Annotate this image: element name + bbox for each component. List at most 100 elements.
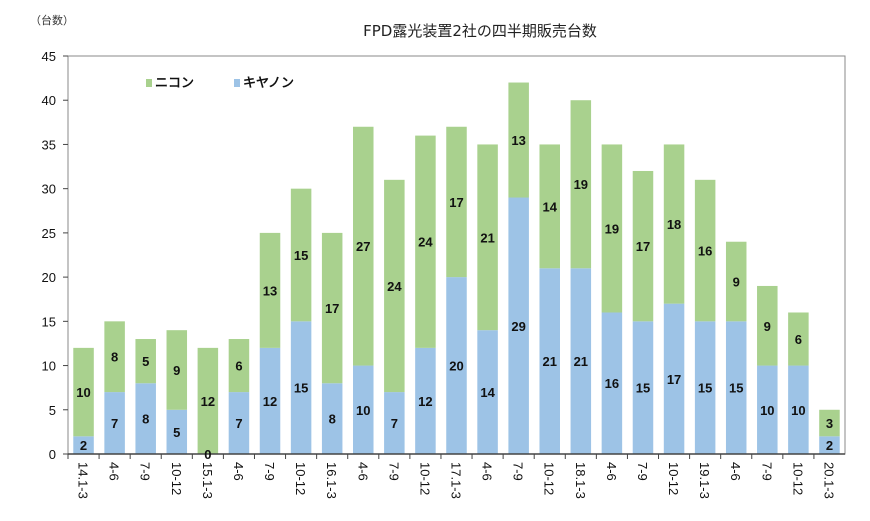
data-label-canon: 5	[173, 425, 180, 440]
data-label-canon: 15	[294, 381, 308, 396]
bar-segment-nikon	[477, 144, 498, 331]
data-label-nikon: 3	[826, 416, 833, 431]
data-label-canon: 15	[729, 381, 743, 396]
x-tick-label: 10-12	[790, 462, 805, 495]
data-label-canon: 21	[574, 354, 588, 369]
bar-segment-canon	[694, 321, 716, 454]
data-label-canon: 0	[204, 447, 211, 462]
data-label-nikon: 24	[418, 235, 433, 250]
x-tick-label: 7-9	[262, 462, 277, 481]
data-label-nikon: 27	[356, 239, 370, 254]
x-tick-label: 4-6	[231, 462, 246, 481]
x-tick-label: 4-6	[107, 462, 122, 481]
y-tick-label: 10	[42, 359, 56, 374]
bar-segment-canon	[757, 365, 778, 454]
bar-segment-nikon	[570, 100, 592, 269]
bar-segment-canon	[663, 303, 685, 454]
bar-segment-nikon	[788, 312, 809, 366]
bar-segment-nikon	[197, 347, 219, 454]
y-tick-label: 35	[42, 137, 56, 152]
bar-segment-canon	[384, 392, 405, 454]
bar-segment-canon	[601, 312, 623, 454]
x-tick-label: 7-9	[511, 462, 526, 481]
bar-segment-nikon	[757, 285, 778, 366]
bar-segment-nikon	[228, 339, 250, 393]
data-label-nikon: 17	[636, 239, 650, 254]
bar-segment-canon	[166, 409, 188, 454]
bar-segment-canon	[788, 365, 809, 454]
data-label-nikon: 12	[201, 394, 215, 409]
bar-segment-canon	[104, 392, 125, 454]
x-tick-label: 4-6	[728, 462, 743, 481]
legend-label-canon: キヤノン	[243, 76, 294, 91]
x-tick-label: 14.1-3	[76, 462, 91, 499]
x-tick-label: 17.1-3	[449, 462, 464, 499]
data-label-nikon: 14	[543, 199, 558, 214]
data-label-canon: 15	[636, 381, 650, 396]
x-tick-label: 7-9	[759, 462, 774, 481]
data-label-nikon: 17	[449, 195, 463, 210]
data-label-nikon: 21	[480, 230, 494, 245]
data-label-nikon: 24	[387, 279, 402, 294]
data-label-canon: 7	[111, 416, 118, 431]
data-label-canon: 17	[667, 372, 681, 387]
bar-segment-nikon	[663, 144, 685, 304]
data-labels-layer: 2 10 7 8 8 5 5 9 0 12 7 6 12 13 15 15 8 17 10 27 7 24 12 24 20 17…	[76, 133, 833, 462]
bar-segment-nikon	[290, 188, 312, 322]
data-label-nikon: 17	[325, 301, 339, 316]
bar-segment-nikon	[135, 339, 156, 384]
bar-segment-nikon	[632, 170, 654, 322]
data-label-canon: 10	[356, 403, 370, 418]
x-tick-label: 7-9	[138, 462, 153, 481]
data-label-nikon: 16	[698, 244, 712, 259]
x-tick-label: 4-6	[355, 462, 370, 481]
bar-segment-canon	[290, 321, 312, 454]
bar-segment-canon	[632, 321, 654, 454]
bar-segment-nikon	[321, 232, 343, 384]
x-tick-label: 10-12	[169, 462, 184, 495]
x-tick-label: 4-6	[604, 462, 619, 481]
legend-swatch-canon	[234, 79, 240, 87]
data-label-canon: 10	[760, 403, 774, 418]
bar-segment-nikon	[539, 144, 560, 269]
x-tick-label: 10-12	[417, 462, 432, 495]
bar-segment-nikon	[508, 82, 529, 198]
bar-segment-nikon	[725, 241, 747, 322]
bar-segment-nikon	[446, 126, 467, 278]
x-tick-label: 7-9	[386, 462, 401, 481]
y-tick-label: 20	[42, 270, 56, 285]
data-label-nikon: 9	[173, 363, 180, 378]
data-label-nikon: 6	[235, 359, 242, 374]
y-tick-label: 45	[42, 49, 56, 64]
data-label-canon: 16	[605, 376, 619, 391]
bar-segment-canon	[508, 197, 529, 454]
data-label-nikon: 13	[511, 133, 525, 148]
data-label-nikon: 9	[733, 275, 740, 290]
data-label-canon: 21	[543, 354, 557, 369]
y-tick-label: 0	[49, 447, 56, 462]
data-label-canon: 10	[791, 403, 805, 418]
bar-segment-nikon	[601, 144, 623, 313]
data-label-nikon: 8	[111, 350, 118, 365]
data-label-nikon: 19	[574, 177, 588, 192]
bar-segment-canon	[570, 268, 592, 454]
bar-segment-nikon	[73, 347, 94, 437]
data-label-canon: 2	[826, 438, 833, 453]
bar-segment-canon	[477, 330, 498, 454]
bar-segment-canon	[353, 365, 374, 454]
x-tick-label: 15.1-3	[200, 462, 215, 499]
bar-segment-canon	[539, 268, 560, 454]
data-label-canon: 7	[391, 416, 398, 431]
legend: ニコン キヤノン	[146, 76, 294, 91]
bar-segment-canon	[725, 321, 747, 454]
data-label-canon: 20	[449, 359, 463, 374]
chart-title: FPD露光装置2社の四半期販売台数	[363, 22, 597, 40]
data-label-nikon: 15	[294, 248, 308, 263]
data-label-nikon: 5	[142, 354, 149, 369]
legend-swatch-nikon	[146, 79, 152, 87]
bar-segment-nikon	[694, 179, 716, 322]
data-label-canon: 29	[511, 319, 525, 334]
data-label-canon: 7	[235, 416, 242, 431]
